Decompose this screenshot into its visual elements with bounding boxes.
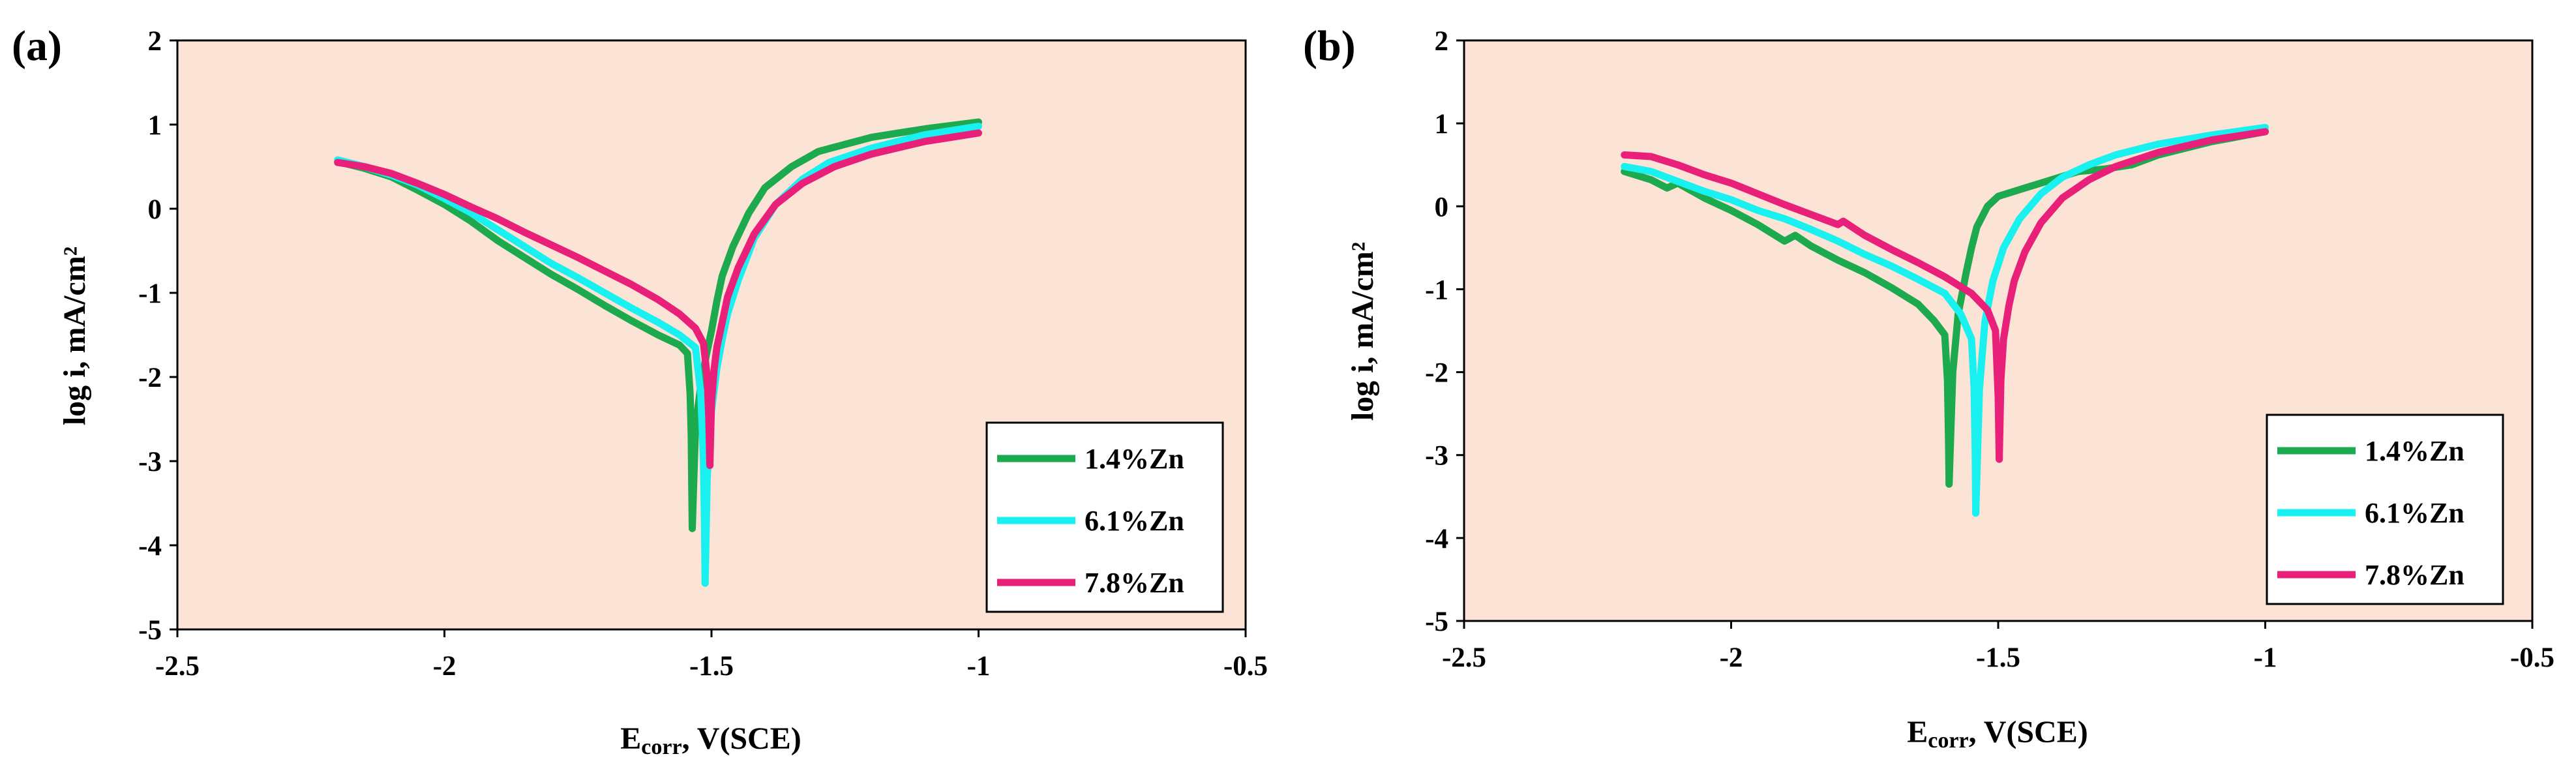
panel-b-series-6-1pctzn-anodic-line bbox=[1972, 124, 2269, 517]
panel-b-x-tick-label: -1 bbox=[2254, 642, 2277, 673]
panel-a-y-tick-label: 2 bbox=[148, 26, 162, 57]
panel-b-x-axis-title-sub: corr bbox=[1928, 729, 1968, 753]
panel-b-legend-label: 6.1%Zn bbox=[2365, 497, 2464, 529]
panel-b-series-6-1pctzn-cathodic-line bbox=[1621, 162, 1980, 517]
panel-b-legend-label: 1.4%Zn bbox=[2365, 435, 2464, 467]
panel-b-x-axis-title-main: E bbox=[1907, 715, 1928, 749]
panel-a-y-tick-label: -1 bbox=[138, 279, 162, 309]
panel-b-y-tick-label: -2 bbox=[1425, 358, 1448, 389]
panel-b-x-axis-title: Ecorr, V(SCE) bbox=[1907, 715, 2088, 753]
panel-a-y-tick-label: -5 bbox=[138, 615, 162, 646]
panel-a-x-axis-title-sub: corr bbox=[641, 735, 681, 759]
panel-a-x-tick-label: -2 bbox=[433, 651, 457, 682]
panel-b-y-tick-label: -5 bbox=[1425, 607, 1448, 637]
panel-b-y-tick-labels: 2 1 0 -1 -2 -3 -4 -5 bbox=[1425, 26, 1464, 637]
panel-b-legend-label: 7.8%Zn bbox=[2365, 559, 2464, 591]
panel-b-x-tick-label: -1.5 bbox=[1976, 642, 2020, 673]
panel-b-y-tick-label: -3 bbox=[1425, 441, 1448, 472]
panel-a-series-1-4pctzn-cathodic-line bbox=[334, 158, 696, 532]
panel-a-series-1-4pctzn-anodic-line bbox=[689, 118, 982, 532]
panel-a-series bbox=[334, 118, 982, 587]
panel-b-series bbox=[1621, 124, 2269, 517]
panel-a: (a) 2 1 0 -1 -2 -3 -4 -5 -2.5 -2 -1.5 -1 -0.5 log i… bbox=[12, 22, 1268, 759]
panel-a-label: (a) bbox=[12, 22, 62, 70]
panel-a-x-tick-label: -2.5 bbox=[155, 651, 200, 682]
panel-a-y-tick-label: 1 bbox=[148, 110, 162, 141]
panel-a-y-tick-label: -3 bbox=[138, 447, 162, 477]
panel-b-y-tick-label: 1 bbox=[1435, 109, 1449, 140]
panel-a-x-tick-label: -1.5 bbox=[689, 651, 734, 682]
panel-b-y-tick-label: 2 bbox=[1435, 26, 1449, 57]
panel-a-x-tick-label: -0.5 bbox=[1223, 651, 1268, 682]
panel-a-y-tick-label: -4 bbox=[138, 531, 162, 562]
panel-b-y-tick-label: -1 bbox=[1425, 275, 1448, 305]
panel-b-series-7-8pctzn-anodic-line bbox=[1996, 128, 2269, 463]
panel-b: (b) 2 1 0 -1 -2 -3 -4 -5 -2.5 -2 -1.5 -1 -0.5 log i… bbox=[1303, 22, 2554, 753]
panel-a-series-7-8pctzn-anodic-line bbox=[706, 129, 982, 469]
panel-b-y-tick-label: 0 bbox=[1435, 192, 1449, 222]
panel-a-y-axis-title: log i, mA/cm² bbox=[57, 247, 92, 425]
panel-a-y-tick-labels: 2 1 0 -1 -2 -3 -4 -5 bbox=[138, 26, 177, 646]
panel-a-series-7-8pctzn-cathodic-line bbox=[334, 158, 713, 469]
panel-b-x-tick-label: -0.5 bbox=[2510, 642, 2554, 673]
panel-b-series-7-8pctzn-cathodic-line bbox=[1621, 151, 2003, 463]
panel-a-legend-label: 1.4%Zn bbox=[1085, 443, 1184, 475]
panel-a-x-axis-title-main: E bbox=[620, 721, 641, 756]
panel-a-legend-label: 7.8%Zn bbox=[1085, 567, 1184, 599]
panel-b-x-tick-label: -2.5 bbox=[1442, 642, 1486, 673]
panel-a-y-tick-label: 0 bbox=[148, 194, 162, 225]
panel-b-x-tick-label: -2 bbox=[1720, 642, 1743, 673]
panel-a-x-tick-labels: -2.5 -2 -1.5 -1 -0.5 bbox=[155, 629, 1268, 682]
panel-b-y-tick-label: -4 bbox=[1425, 524, 1448, 554]
panel-a-x-axis-title: Ecorr, V(SCE) bbox=[620, 721, 801, 759]
panel-a-y-tick-label: -2 bbox=[138, 363, 162, 393]
panel-a-legend: 1.4%Zn 6.1%Zn 7.8%Zn bbox=[985, 421, 1224, 613]
panel-a-legend-label: 6.1%Zn bbox=[1085, 505, 1184, 537]
panel-a-x-tick-label: -1 bbox=[967, 651, 991, 682]
panel-b-y-axis-title: log i, mA/cm² bbox=[1345, 242, 1380, 421]
panel-b-label: (b) bbox=[1303, 22, 1356, 70]
panel-b-x-tick-labels: -2.5 -2 -1.5 -1 -0.5 bbox=[1442, 621, 2554, 673]
panel-b-x-axis-title-rest: , V(SCE) bbox=[1969, 715, 2088, 749]
panel-a-x-axis-title-rest: , V(SCE) bbox=[682, 721, 801, 756]
panel-b-legend: 1.4%Zn 6.1%Zn 7.8%Zn bbox=[2266, 414, 2504, 605]
